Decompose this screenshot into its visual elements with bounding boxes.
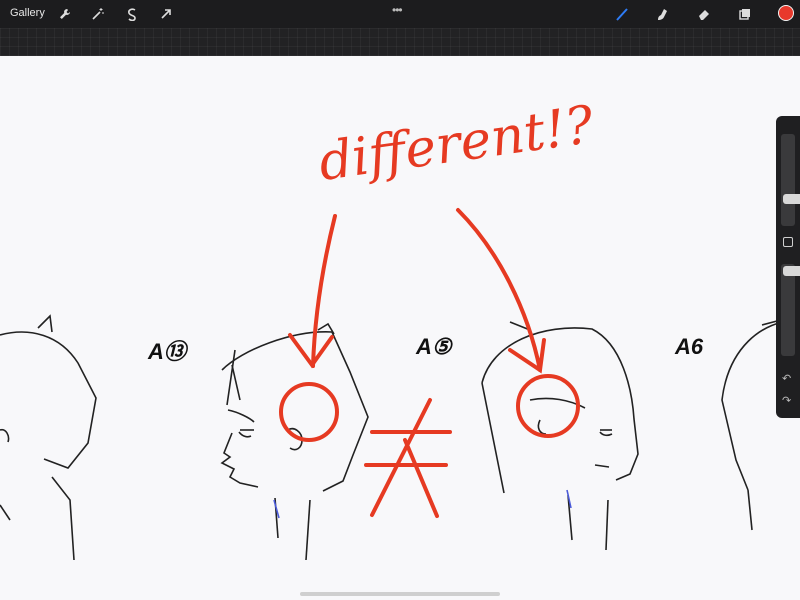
label-a6: A6 <box>675 334 704 359</box>
opacity-slider[interactable] <box>781 264 800 356</box>
head-sketch-a13 <box>220 322 369 561</box>
menu-dots-icon[interactable]: ••• <box>392 3 403 17</box>
selection-icon[interactable] <box>122 4 142 24</box>
sketch-drawing <box>0 208 800 561</box>
red-annotations <box>279 208 580 518</box>
color-swatch[interactable] <box>778 5 794 21</box>
layers-icon[interactable] <box>735 4 755 24</box>
head-sketch-a5 <box>481 321 639 551</box>
brush-size-thumb[interactable] <box>783 194 800 204</box>
redo-icon[interactable]: ↷ <box>782 395 792 407</box>
smudge-icon[interactable] <box>652 4 672 24</box>
side-bar: ↶ ↷ <box>776 116 800 418</box>
home-indicator <box>300 592 500 596</box>
modify-button[interactable] <box>783 237 793 247</box>
blue-accent-a13 <box>273 499 280 519</box>
gallery-button[interactable]: Gallery <box>10 7 45 19</box>
brush-icon[interactable] <box>612 4 632 24</box>
brush-size-slider[interactable] <box>781 134 800 226</box>
magic-wand-icon[interactable] <box>88 4 108 24</box>
label-a13: A⑬ <box>148 339 186 364</box>
undo-icon[interactable]: ↶ <box>782 373 792 385</box>
drawing-canvas[interactable]: A⑬ A⑤ A6 different!? <box>0 56 800 600</box>
transform-icon[interactable] <box>156 4 176 24</box>
opacity-thumb[interactable] <box>783 266 800 276</box>
canvas-top-grid <box>0 28 800 56</box>
eraser-icon[interactable] <box>694 4 714 24</box>
blue-accent-a5 <box>566 489 572 509</box>
head-sketch-left <box>0 314 97 561</box>
wrench-icon[interactable] <box>55 4 75 24</box>
top-toolbar: Gallery ••• <box>0 0 800 28</box>
label-a5: A⑤ <box>416 334 452 359</box>
